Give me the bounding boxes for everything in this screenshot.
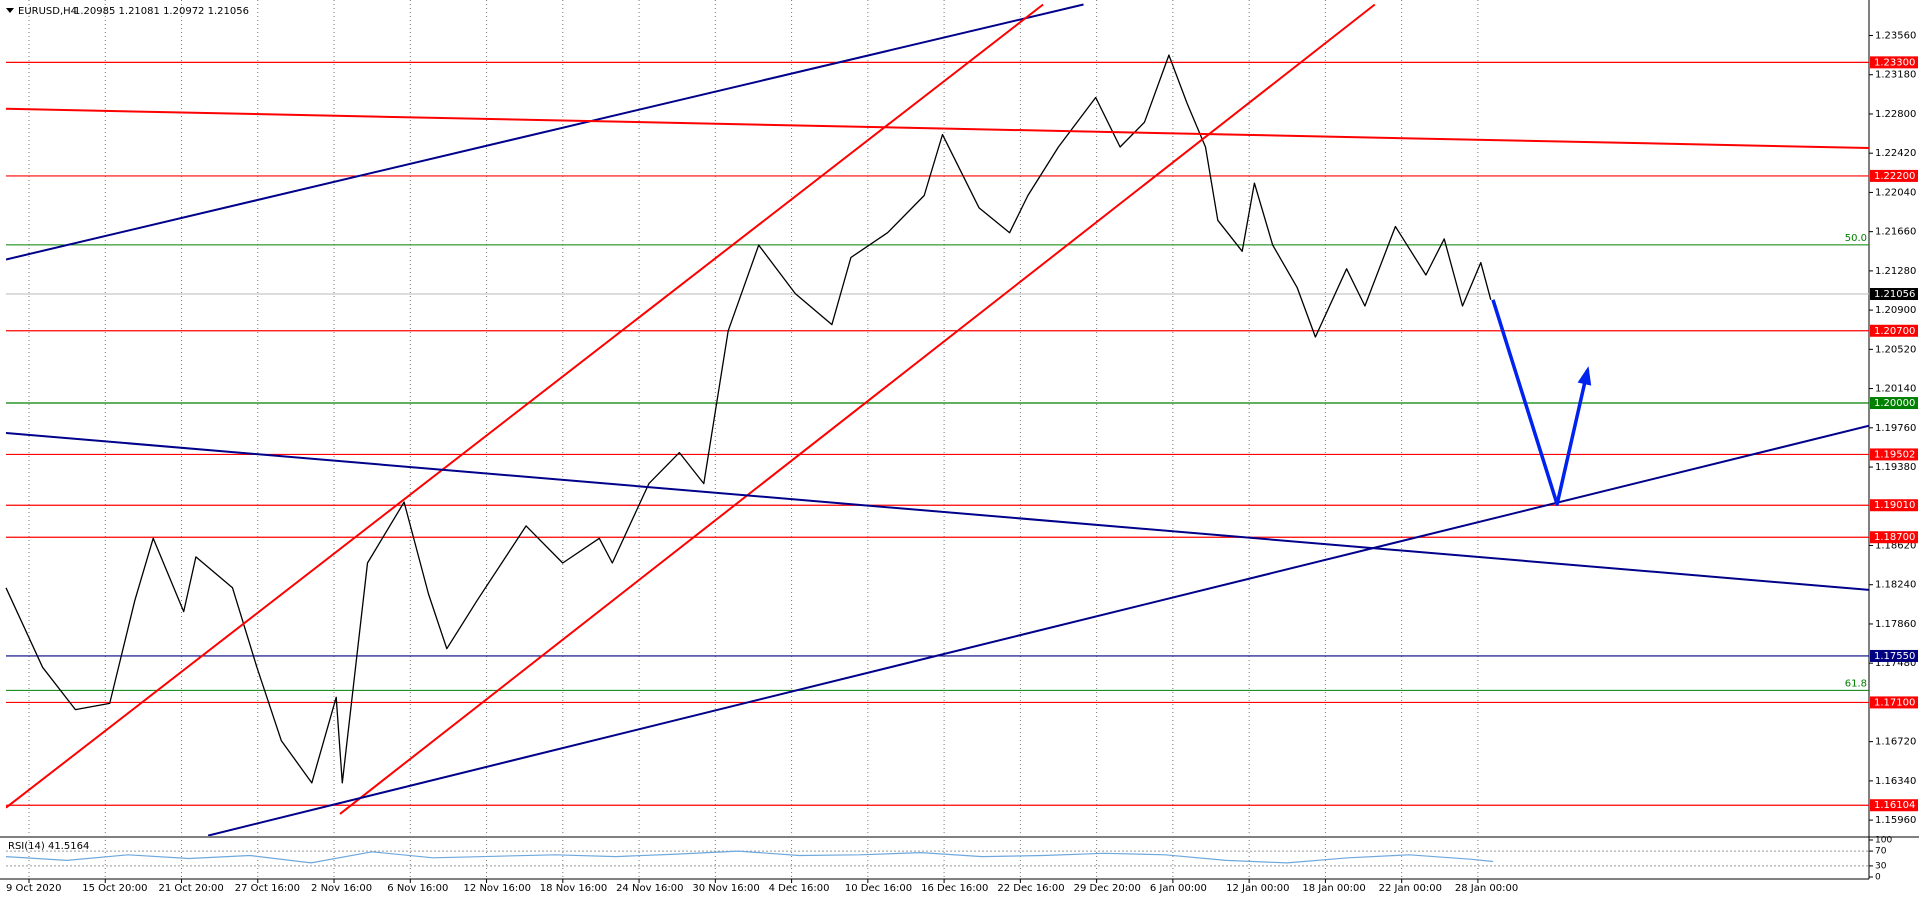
level-label: 1.20000 — [1874, 398, 1915, 409]
x-tick-label: 22 Dec 16:00 — [997, 883, 1064, 894]
level-label: 1.20700 — [1874, 326, 1915, 337]
x-tick-label: 12 Nov 16:00 — [464, 883, 531, 894]
y-tick-label: 1.21660 — [1875, 227, 1916, 238]
forecast-arrow — [1491, 299, 1590, 506]
level-label: 1.16104 — [1874, 800, 1915, 811]
x-tick-label: 28 Jan 00:00 — [1455, 883, 1518, 894]
y-tick-label: 1.22800 — [1875, 109, 1916, 120]
level-label: 1.23300 — [1874, 57, 1915, 68]
x-tick-label: 22 Jan 00:00 — [1379, 883, 1442, 894]
y-tick-label: 1.22420 — [1875, 148, 1916, 159]
y-tick-label: 1.20140 — [1875, 384, 1916, 395]
x-tick-label: 27 Oct 16:00 — [235, 883, 300, 894]
x-tick-label: 15 Oct 20:00 — [82, 883, 147, 894]
level-label-box — [1870, 696, 1918, 709]
x-tick-label: 4 Dec 16:00 — [769, 883, 830, 894]
level-label: 1.17100 — [1874, 697, 1915, 708]
level-label-box — [1870, 56, 1918, 69]
y-tick-label: 1.16720 — [1875, 737, 1916, 748]
x-tick-label: 6 Jan 00:00 — [1150, 883, 1207, 894]
y-tick-label: 1.19380 — [1875, 462, 1916, 473]
ohlc-text: 1.20985 1.21081 1.20972 1.21056 — [74, 6, 249, 17]
rsi-tick-label: 100 — [1875, 836, 1892, 846]
level-label-box — [1870, 397, 1918, 410]
chart-title: EURUSD,H4 — [18, 6, 77, 17]
x-tick-label: 30 Nov 16:00 — [692, 883, 759, 894]
y-tick-label: 1.23560 — [1875, 31, 1916, 42]
rsi-tick-label: 70 — [1875, 847, 1887, 857]
y-tick-label: 1.20520 — [1875, 344, 1916, 355]
x-tick-label: 24 Nov 16:00 — [616, 883, 683, 894]
level-label: 1.17550 — [1874, 651, 1915, 662]
y-tick-label: 1.18240 — [1875, 580, 1916, 591]
trend-line — [207, 424, 1869, 836]
rsi-title: RSI(14) 41.5164 — [8, 841, 89, 852]
x-tick-label: 16 Dec 16:00 — [921, 883, 988, 894]
level-label-box — [1870, 649, 1918, 662]
y-tick-label: 1.18620 — [1875, 540, 1916, 551]
price-line — [5, 54, 1492, 784]
y-tick-label: 1.20900 — [1875, 305, 1916, 316]
level-label-box — [1870, 448, 1918, 461]
y-tick-label: 1.21280 — [1875, 266, 1916, 277]
fib-label: 50.0 — [1845, 233, 1867, 244]
rsi-line — [5, 850, 1494, 864]
trend-line — [6, 3, 1084, 261]
level-label-box — [1870, 499, 1918, 512]
trend-line — [6, 432, 1869, 591]
trend-line — [6, 3, 1044, 809]
level-label-box — [1870, 324, 1918, 337]
rsi-tick-label: 0 — [1875, 873, 1881, 883]
level-label-box — [1870, 531, 1918, 544]
menu-icon[interactable] — [6, 8, 14, 13]
level-label: 1.18700 — [1874, 532, 1915, 543]
y-tick-label: 1.22040 — [1875, 187, 1916, 198]
level-label-box — [1870, 799, 1918, 812]
y-tick-label: 1.16340 — [1875, 776, 1916, 787]
y-tick-label: 1.19760 — [1875, 423, 1916, 434]
y-tick-label: 1.17480 — [1875, 658, 1916, 669]
x-tick-label: 2 Nov 16:00 — [311, 883, 372, 894]
level-label-box — [1870, 169, 1918, 182]
level-label: 1.21056 — [1874, 289, 1915, 300]
arrow-head — [1577, 366, 1592, 386]
trend-line — [6, 107, 1869, 149]
x-tick-label: 18 Nov 16:00 — [540, 883, 607, 894]
x-tick-label: 21 Oct 20:00 — [159, 883, 224, 894]
level-label: 1.22200 — [1874, 171, 1915, 182]
x-tick-label: 10 Dec 16:00 — [845, 883, 912, 894]
x-tick-label: 29 Dec 20:00 — [1074, 883, 1141, 894]
level-label: 1.19010 — [1874, 500, 1915, 511]
x-tick-label: 6 Nov 16:00 — [387, 883, 448, 894]
y-tick-label: 1.23180 — [1875, 70, 1916, 81]
y-tick-label: 1.15960 — [1875, 815, 1916, 826]
rsi-tick-label: 30 — [1875, 861, 1887, 871]
level-label: 1.19502 — [1874, 449, 1915, 460]
trend-line — [339, 3, 1376, 815]
x-tick-label: 12 Jan 00:00 — [1226, 883, 1289, 894]
level-label-box — [1870, 288, 1918, 301]
x-tick-label: 18 Jan 00:00 — [1302, 883, 1365, 894]
x-tick-label: 9 Oct 2020 — [6, 883, 61, 894]
fib-label: 61.8 — [1845, 678, 1867, 689]
y-tick-label: 1.17860 — [1875, 619, 1916, 630]
